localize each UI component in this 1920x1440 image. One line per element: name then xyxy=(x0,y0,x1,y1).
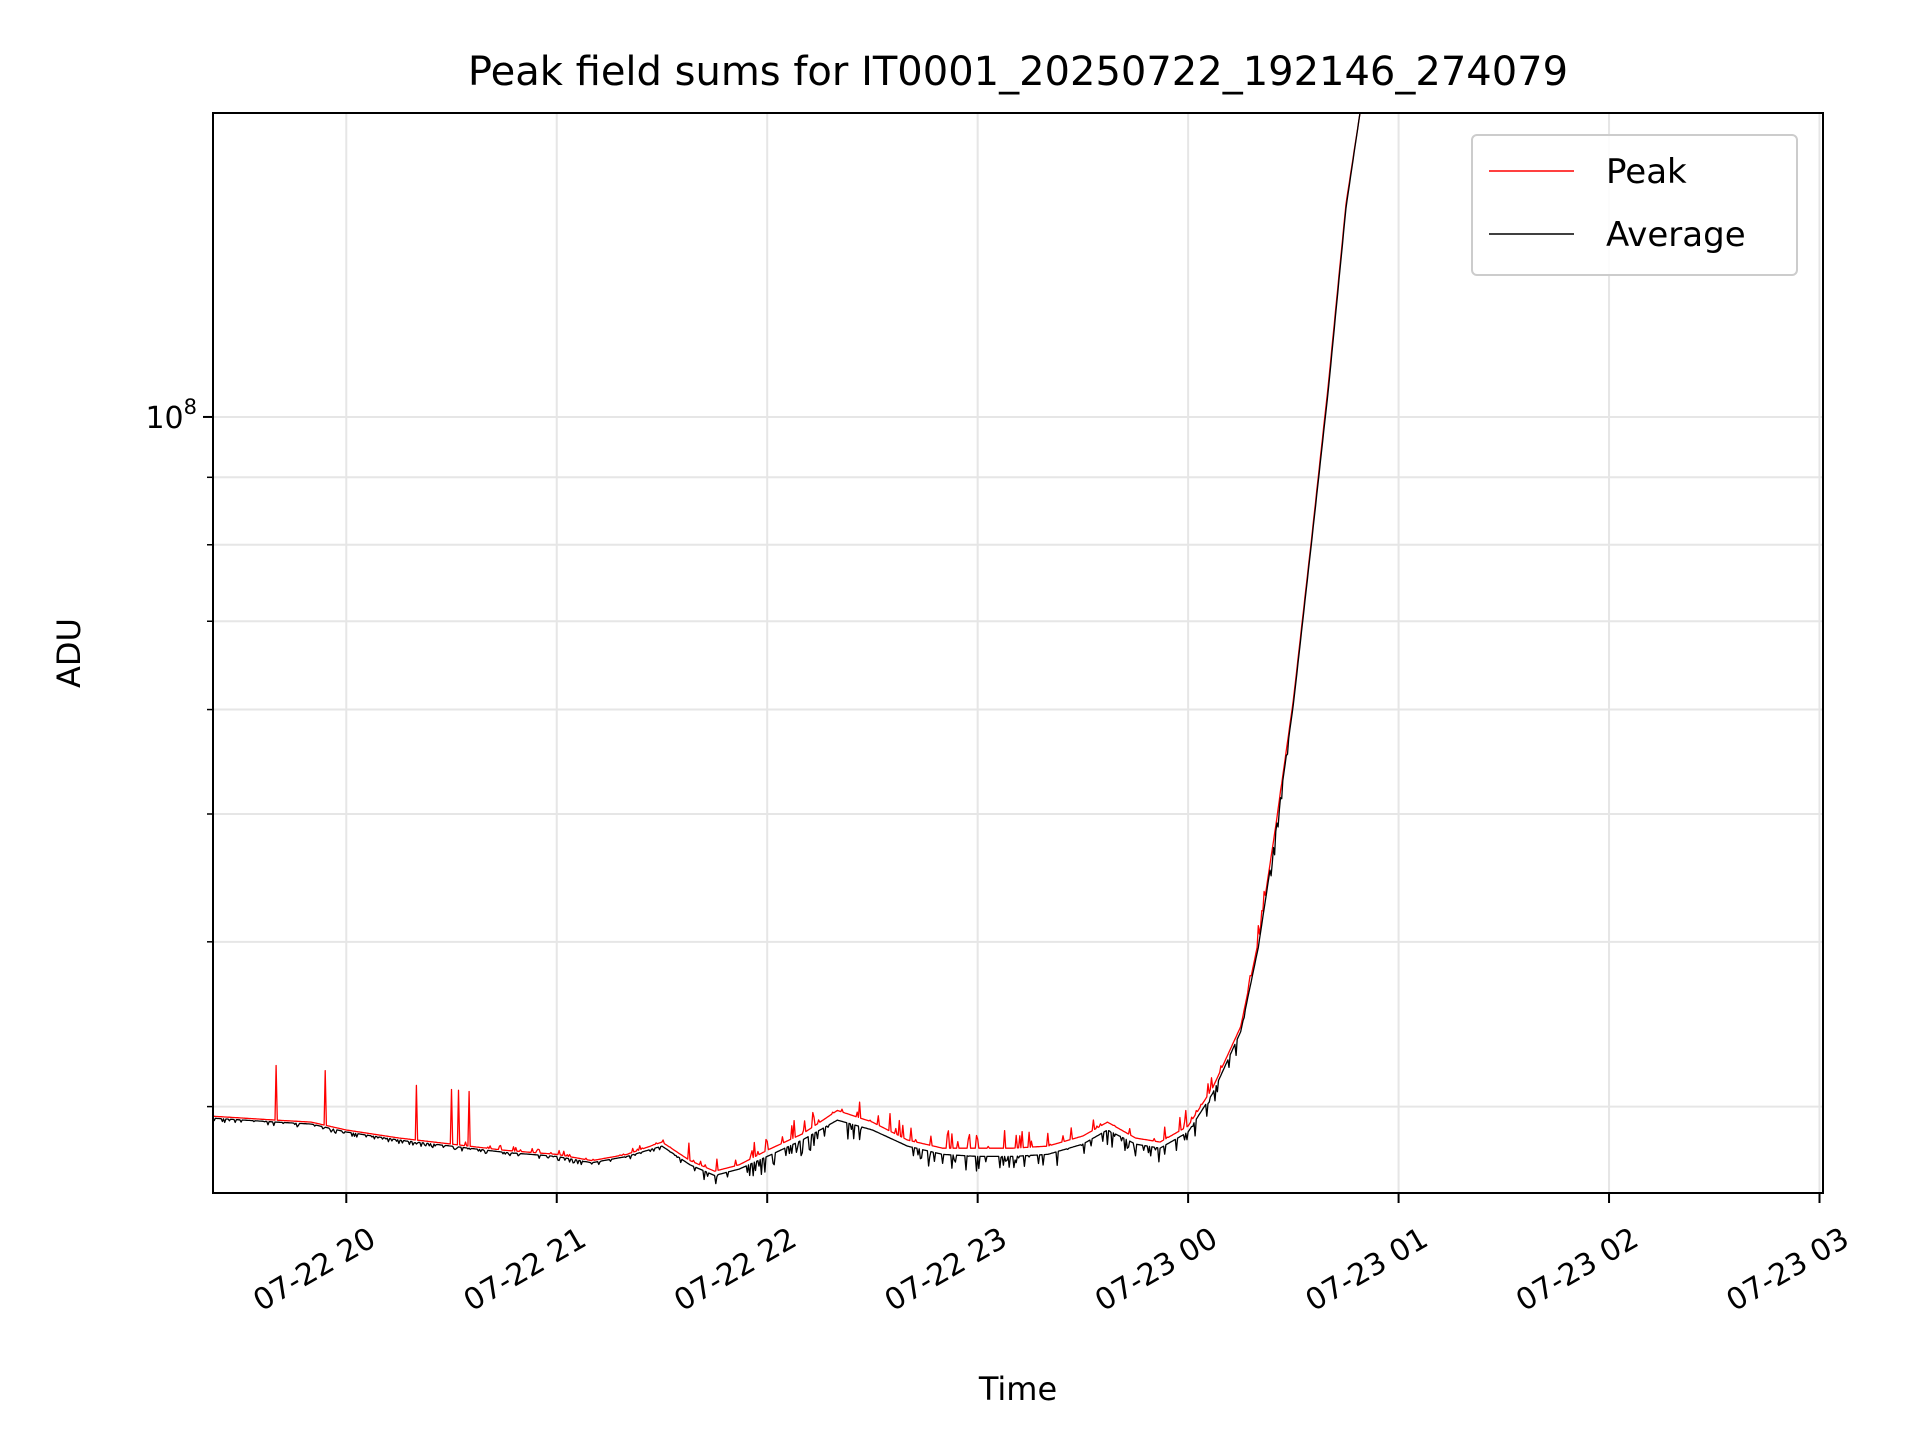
y-tick-exponent: 8 xyxy=(184,395,197,419)
plot-frame xyxy=(212,112,1824,1194)
series-lines xyxy=(213,113,1361,1185)
legend-label-average: Average xyxy=(1606,215,1746,255)
chart-title: Peak field sums for IT0001_20250722_1921… xyxy=(468,49,1568,95)
legend: Peak Average xyxy=(1471,134,1798,276)
y-axis-title: ADU xyxy=(50,618,88,688)
series-line-peak xyxy=(213,113,1361,1172)
grid xyxy=(213,113,1823,1193)
y-tick-label-1e8: 108 xyxy=(145,395,197,436)
x-axis-title: Time xyxy=(978,1370,1057,1408)
legend-label-peak: Peak xyxy=(1606,152,1687,192)
y-tick-base: 10 xyxy=(145,401,183,436)
series-line-average xyxy=(213,113,1361,1185)
legend-box xyxy=(1471,134,1798,276)
